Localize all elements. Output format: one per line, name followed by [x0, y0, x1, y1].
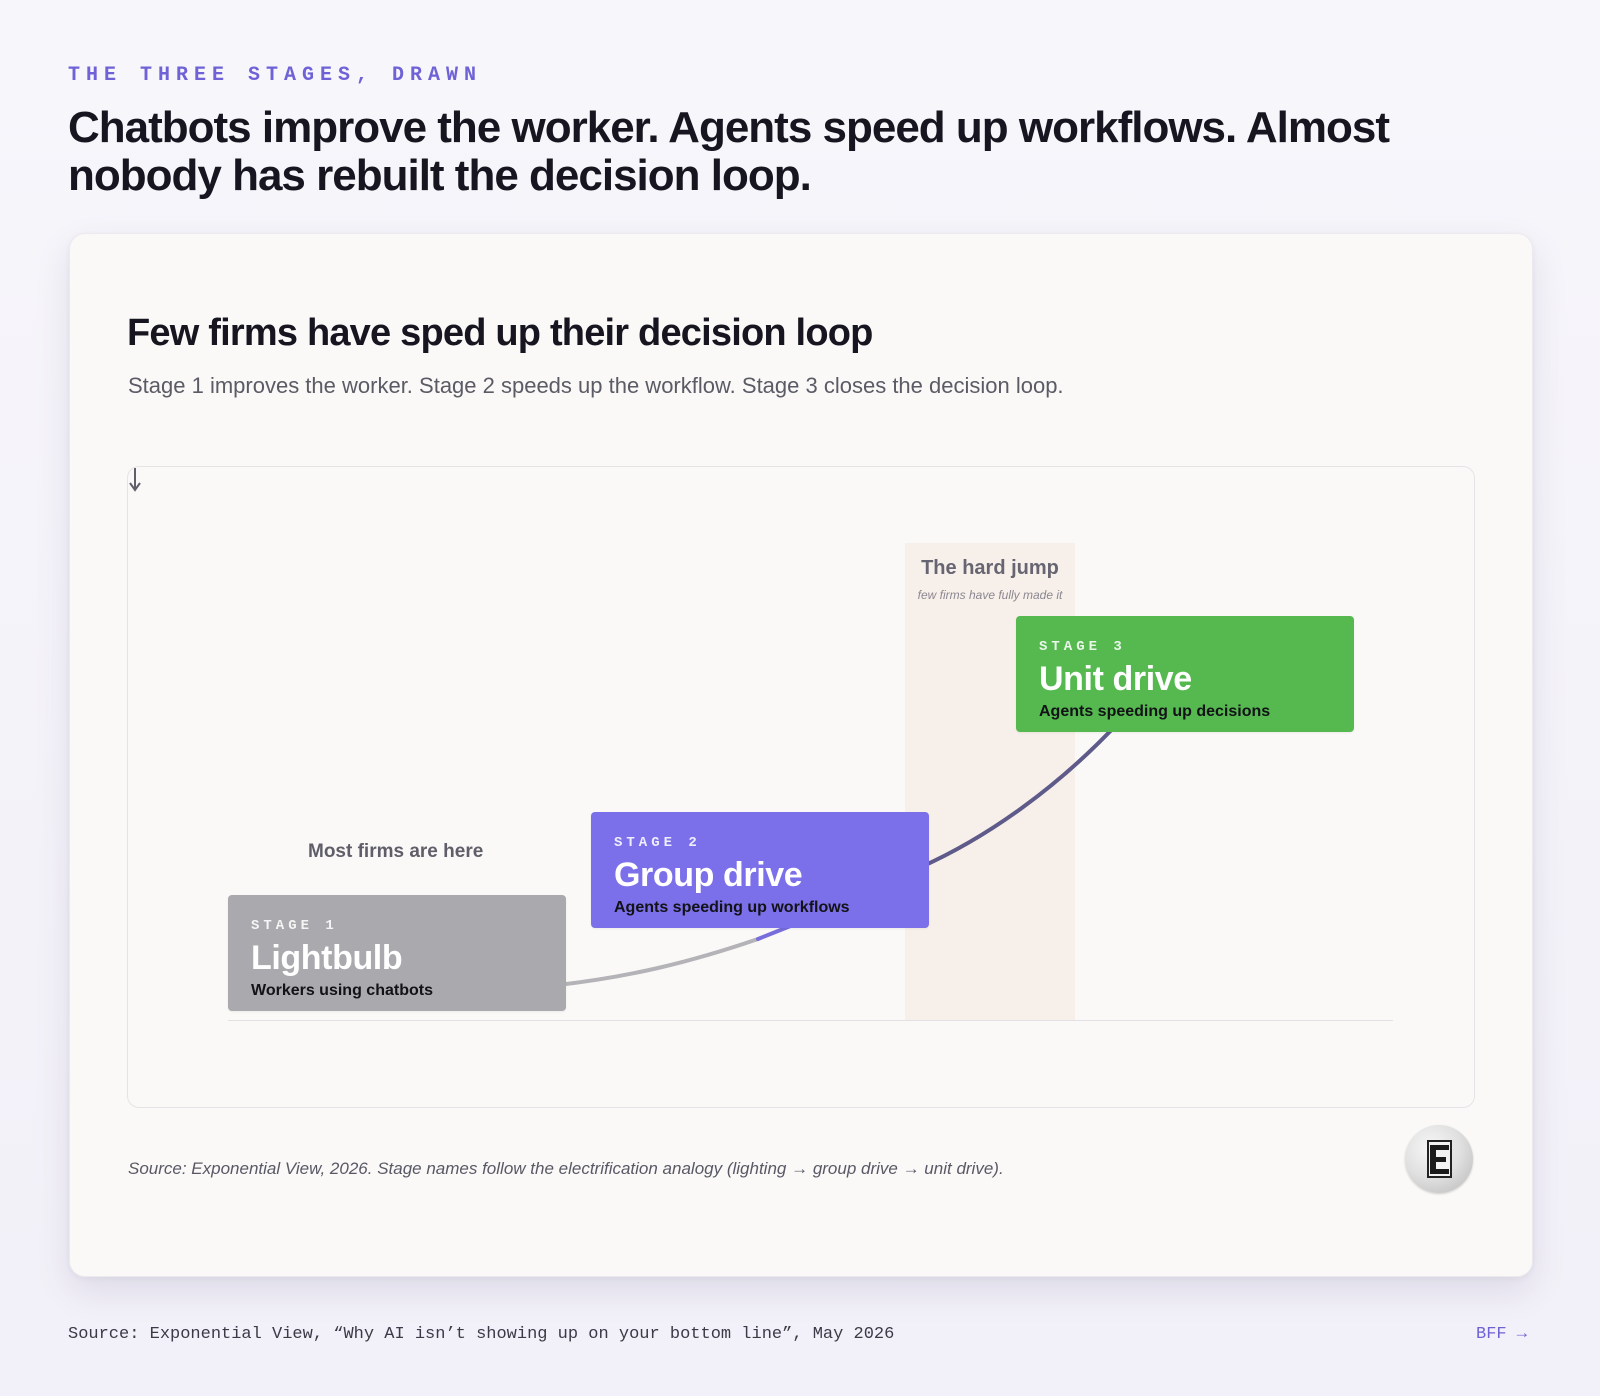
stage-2-name: Group drive: [614, 856, 803, 894]
stage-2-kicker: STAGE 2: [614, 835, 701, 851]
stage-1-name: Lightbulb: [251, 939, 403, 977]
footer-source: Source: Exponential View, “Why AI isn’t …: [68, 1325, 895, 1344]
hard-jump-note: few firms have fully made it: [917, 588, 1063, 602]
chart-card: Few firms have sped up their decision lo…: [69, 233, 1533, 1277]
stage-2-box: STAGE 2 Group drive Agents speeding up w…: [591, 812, 929, 928]
exponential-view-logo: [1405, 1125, 1473, 1193]
stage-1-box: STAGE 1 Lightbulb Workers using chatbots: [228, 895, 566, 1011]
stages-diagram: The hard jump few firms have fully made …: [127, 466, 1475, 1108]
progression-curve: [556, 721, 1120, 987]
down-arrow-icon: [129, 468, 141, 492]
stage-3-kicker: STAGE 3: [1039, 639, 1126, 655]
bff-link[interactable]: BFF →: [1476, 1325, 1528, 1344]
page-headline: Chatbots improve the worker. Agents spee…: [68, 103, 1390, 200]
baseline: [228, 1020, 1393, 1021]
chart-subtitle: Stage 1 improves the worker. Stage 2 spe…: [128, 373, 1064, 398]
chart-title: Few firms have sped up their decision lo…: [127, 312, 873, 354]
stage-2-description: Agents speeding up workflows: [614, 899, 850, 916]
hard-jump-title: The hard jump: [921, 557, 1059, 579]
stage-1-description: Workers using chatbots: [251, 982, 433, 999]
stage-3-name: Unit drive: [1039, 660, 1192, 698]
most-firms-callout: Most firms are here: [308, 841, 484, 862]
chart-source-note: Source: Exponential View, 2026. Stage na…: [128, 1159, 1004, 1178]
e-logo-icon: [1427, 1140, 1452, 1178]
curve-upper-segment: [919, 721, 1120, 869]
curve-gray-segment: [556, 937, 760, 987]
eyebrow: THE THREE STAGES, DRAWN: [68, 64, 483, 87]
stage-1-kicker: STAGE 1: [251, 918, 338, 934]
stage-3-box: STAGE 3 Unit drive Agents speeding up de…: [1016, 616, 1354, 732]
stage-3-description: Agents speeding up decisions: [1039, 703, 1271, 720]
